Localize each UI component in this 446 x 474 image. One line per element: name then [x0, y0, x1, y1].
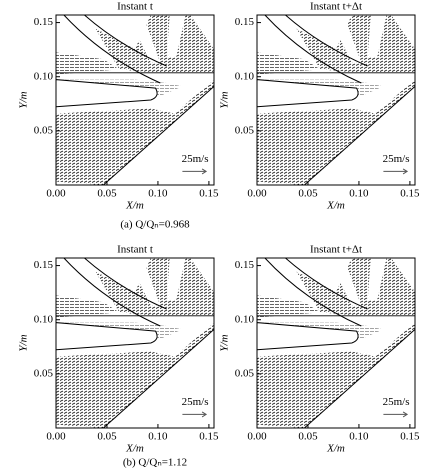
x-tick-label: 0.05 — [298, 188, 318, 200]
panel: 25m/s 0.00 0.05 0.10 0.15 0.05 0.10 0.15 Instant… — [18, 1, 219, 212]
scale-arrow-head — [402, 168, 409, 175]
white-area — [166, 394, 211, 418]
scale-arrow-head — [201, 411, 208, 418]
wall — [63, 14, 161, 84]
x-axis-label: X/m — [326, 200, 345, 212]
white-band — [166, 258, 186, 301]
wall — [285, 14, 368, 67]
x-axis-label: X/m — [326, 443, 345, 455]
vector-field — [56, 79, 214, 185]
caption: (b) Q/Qₙ=1.12 — [123, 457, 187, 469]
x-tick-label: 0.15 — [400, 188, 420, 200]
panel: 25m/s 0.00 0.05 0.10 0.15 0.05 0.10 0.15 Instant… — [219, 1, 420, 212]
y-tick-label: 0.10 — [235, 313, 255, 325]
wall — [304, 86, 416, 186]
vector-field — [257, 295, 321, 318]
y-tick-label: 0.05 — [235, 367, 255, 379]
x-tick-label: 0.15 — [199, 188, 219, 200]
white-area — [367, 394, 412, 418]
y-tick-label: 0.05 — [34, 124, 54, 136]
y-axis-label: Y/m — [18, 91, 30, 108]
y-axis-label: Y/m — [219, 91, 231, 108]
white-band — [127, 15, 161, 63]
wall — [84, 257, 167, 310]
x-tick-label: 0.00 — [46, 431, 66, 443]
white-area — [367, 151, 412, 175]
panel: 25m/s 0.00 0.05 0.10 0.15 0.05 0.10 0.15 Instant… — [18, 244, 219, 455]
scale-arrow-head — [402, 411, 409, 418]
y-tick-label: 0.15 — [235, 16, 255, 28]
panel-title: Instant t — [117, 244, 153, 256]
white-area — [166, 151, 211, 175]
x-tick-label: 0.15 — [199, 431, 219, 443]
vector-field — [95, 15, 214, 73]
vector-field — [56, 295, 120, 318]
vector-field — [296, 258, 415, 316]
white-band — [166, 15, 186, 58]
panel: 25m/s 0.00 0.05 0.10 0.15 0.05 0.10 0.15 Instant… — [219, 244, 420, 455]
wall — [103, 86, 215, 186]
x-tick-label: 0.00 — [46, 188, 66, 200]
x-tick-label: 0.05 — [97, 431, 117, 443]
x-tick-label: 0.15 — [400, 431, 420, 443]
wall — [103, 329, 215, 429]
vector-field — [257, 52, 321, 75]
x-tick-label: 0.10 — [148, 188, 168, 200]
scale-label: 25m/s — [182, 153, 209, 165]
y-axis-label: Y/m — [18, 334, 30, 351]
y-axis-label: Y/m — [219, 334, 231, 351]
x-tick-label: 0.00 — [247, 188, 267, 200]
vector-field — [296, 15, 415, 73]
plot-frame — [55, 14, 215, 186]
vector-field — [95, 258, 214, 316]
white-band — [127, 258, 161, 306]
white-band — [367, 258, 387, 301]
nozzle — [256, 322, 359, 351]
plot-frame — [256, 257, 416, 429]
y-tick-label: 0.10 — [235, 70, 255, 82]
nozzle — [55, 79, 158, 108]
y-tick-label: 0.05 — [235, 124, 255, 136]
vector-field — [56, 322, 214, 428]
wall — [264, 257, 362, 327]
vector-field — [257, 322, 415, 428]
scale-label: 25m/s — [182, 396, 209, 408]
x-tick-label: 0.10 — [349, 431, 369, 443]
scale-label: 25m/s — [383, 153, 410, 165]
x-tick-label: 0.10 — [349, 188, 369, 200]
x-axis-label: X/m — [125, 200, 144, 212]
wall — [304, 329, 416, 429]
x-axis-label: X/m — [125, 443, 144, 455]
panel-title: Instant t — [117, 1, 153, 13]
panel-title: Instant t+Δt — [310, 244, 362, 256]
wall — [63, 257, 161, 327]
x-tick-label: 0.00 — [247, 431, 267, 443]
wall — [264, 14, 362, 84]
y-tick-label: 0.05 — [34, 367, 54, 379]
x-tick-label: 0.05 — [298, 431, 318, 443]
white-band — [367, 15, 387, 58]
nozzle — [256, 79, 359, 108]
y-tick-label: 0.10 — [34, 70, 54, 82]
wall — [285, 257, 368, 310]
nozzle — [55, 322, 158, 351]
wall — [84, 14, 167, 67]
vector-field — [56, 52, 120, 75]
vector-field — [257, 79, 415, 185]
panel-title: Instant t+Δt — [310, 1, 362, 13]
plot-frame — [55, 257, 215, 429]
white-band — [328, 15, 362, 63]
y-tick-label: 0.10 — [34, 313, 54, 325]
white-band — [328, 258, 362, 306]
y-tick-label: 0.15 — [34, 259, 54, 271]
y-tick-label: 0.15 — [34, 16, 54, 28]
scale-arrow-head — [201, 168, 208, 175]
y-tick-label: 0.15 — [235, 259, 255, 271]
x-tick-label: 0.10 — [148, 431, 168, 443]
x-tick-label: 0.05 — [97, 188, 117, 200]
scale-label: 25m/s — [383, 396, 410, 408]
caption: (a) Q/Qₙ=0.968 — [120, 219, 190, 231]
plot-frame — [256, 14, 416, 186]
